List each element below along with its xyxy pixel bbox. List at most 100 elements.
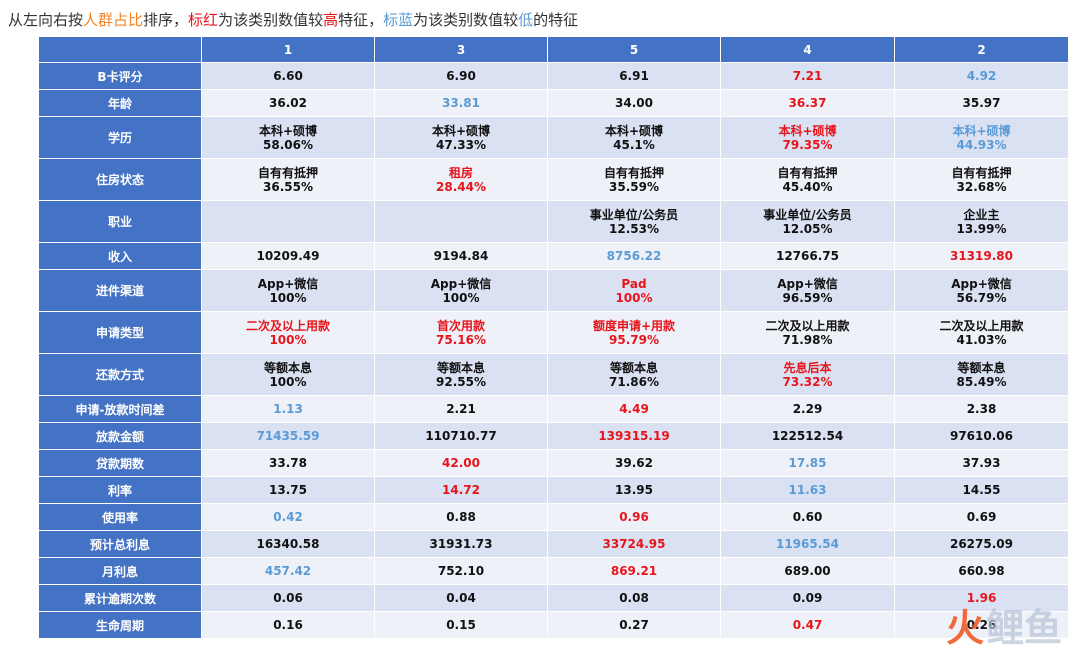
- table-cell: 等额本息 85.49%: [894, 353, 1069, 396]
- cell-value: 1.13: [273, 402, 303, 416]
- table-cell: 7.21: [720, 62, 895, 90]
- cell-value: 本科+硕博: [952, 123, 1011, 138]
- cell-value: 6.60: [273, 69, 303, 83]
- cell-value: 事业单位/公务员: [589, 207, 679, 222]
- table-cell: 689.00: [720, 557, 895, 585]
- cell-percent: 92.55%: [436, 374, 486, 389]
- cell-value: 42.00: [442, 456, 480, 470]
- table-cell: 自有有抵押 35.59%: [547, 158, 721, 201]
- table-cell: 10209.49: [201, 242, 375, 270]
- row-label: 申请-放款时间差: [38, 395, 202, 423]
- table-cell: 0.69: [894, 503, 1069, 531]
- cell-value: App+微信: [951, 276, 1012, 291]
- cell-value: 等额本息: [609, 360, 658, 375]
- cell-value: 36.02: [269, 96, 307, 110]
- table-cell: 33.78: [201, 449, 375, 477]
- cell-value: 0.69: [966, 510, 997, 524]
- cell-value: 0.88: [446, 510, 476, 524]
- cell-percent: 41.03%: [956, 332, 1007, 347]
- table-cell: 等额本息 92.55%: [374, 353, 548, 396]
- cell-percent: 32.68%: [956, 179, 1007, 194]
- table-cell: 先息后本 73.32%: [720, 353, 895, 396]
- table-cell: 16340.58: [201, 530, 375, 558]
- cell-value: 自有有抵押: [257, 165, 318, 180]
- caption-low-word: 低: [518, 11, 534, 29]
- cell-value: 71435.59: [256, 429, 320, 443]
- cell-value: 11965.54: [775, 537, 839, 551]
- table-row: 月利息 457.42 752.10 869.21 689.00 660.98: [38, 557, 1069, 585]
- table-cell: 0.96: [547, 503, 721, 531]
- cell-value: 2.38: [966, 402, 997, 416]
- table-row: 贷款期数 33.78 42.00 39.62 17.85 37.93: [38, 449, 1069, 477]
- column-header: 3: [374, 36, 548, 63]
- cell-percent: 100%: [442, 290, 480, 305]
- table-cell: 2.21: [374, 395, 548, 423]
- table-row: 使用率 0.42 0.88 0.96 0.60 0.69: [38, 503, 1069, 531]
- table-body: B卡评分 6.60 6.90 6.91 7.21 4.92 年龄 36.02 33.81 34.0…: [38, 62, 1069, 639]
- cell-value: 17.85: [788, 456, 827, 470]
- table-cell: 31319.80: [894, 242, 1069, 270]
- table-cell: 14.72: [374, 476, 548, 504]
- table-cell: 26275.09: [894, 530, 1069, 558]
- cell-percent: 47.33%: [436, 137, 486, 152]
- column-header: 2: [894, 36, 1069, 63]
- table-cell: 4.49: [547, 395, 721, 423]
- watermark-text: 火: [945, 606, 984, 650]
- table-cell: 0.88: [374, 503, 548, 531]
- cell-value: 31931.73: [429, 537, 493, 551]
- column-header: 5: [547, 36, 721, 63]
- cell-value: 4.92: [966, 69, 997, 83]
- cell-value: 先息后本: [783, 360, 832, 375]
- cell-percent: 44.93%: [956, 137, 1007, 152]
- cell-percent: 100%: [615, 290, 653, 305]
- cell-value: 13.95: [615, 483, 653, 497]
- table-cell: 本科+硕博 44.93%: [894, 116, 1069, 159]
- cell-value: App+微信: [430, 276, 492, 291]
- cell-value: 0.09: [792, 591, 823, 605]
- cell-percent: 56.79%: [956, 290, 1007, 305]
- cell-percent: 71.86%: [609, 374, 659, 389]
- table-row: 住房状态 自有有抵押 36.55% 租房 28.44% 自有有抵押 35.59% 自有有抵押 4…: [38, 158, 1069, 201]
- table-cell: 31931.73: [374, 530, 548, 558]
- table-cell: 0.47: [720, 611, 895, 639]
- cell-value: 122512.54: [771, 429, 844, 443]
- caption-highlight-ratio: 人群占比: [83, 11, 144, 29]
- caption-blue-label: 标蓝: [383, 11, 414, 29]
- table-cell: 本科+硕博 79.35%: [720, 116, 895, 159]
- cell-value: 二次及以上用款: [939, 318, 1024, 333]
- table-cell: 企业主 13.99%: [894, 200, 1069, 243]
- table-cell: 36.37: [720, 89, 895, 117]
- cell-value: 139315.19: [598, 429, 670, 443]
- table-cell: 0.27: [547, 611, 721, 639]
- table-cell: 14.55: [894, 476, 1069, 504]
- row-label: 生命周期: [38, 611, 202, 639]
- cell-value: 14.55: [962, 483, 1001, 497]
- caption-red-label: 标红: [188, 11, 219, 29]
- cell-value: 0.47: [792, 618, 823, 632]
- table-cell: 33724.95: [547, 530, 721, 558]
- table-cell: 11.63: [720, 476, 895, 504]
- table-cell: 事业单位/公务员 12.05%: [720, 200, 895, 243]
- table-cell: 0.06: [201, 584, 375, 612]
- table-cell: 自有有抵押 36.55%: [201, 158, 375, 201]
- row-label: 进件渠道: [38, 269, 202, 312]
- cell-value: Pad: [621, 276, 647, 291]
- cell-value: 租房: [448, 165, 473, 180]
- cell-value: 34.00: [615, 96, 653, 110]
- watermark-text: 鲤鱼: [985, 606, 1062, 650]
- cell-value: 自有有抵押: [603, 165, 664, 180]
- table-cell: 13.95: [547, 476, 721, 504]
- table-cell: 97610.06: [894, 422, 1069, 450]
- cell-value: 2.21: [446, 402, 476, 416]
- row-label: 累计逾期次数: [38, 584, 202, 612]
- row-label: 申请类型: [38, 311, 202, 354]
- cell-value: 等额本息: [436, 360, 485, 375]
- cell-value: 1.96: [966, 591, 997, 605]
- row-label: 职业: [38, 200, 202, 243]
- table-cell: 等额本息 100%: [201, 353, 375, 396]
- caption-text: 为该类别数值较: [218, 11, 324, 29]
- table-row: 利率 13.75 14.72 13.95 11.63 14.55: [38, 476, 1069, 504]
- cell-value: 等额本息: [263, 360, 312, 375]
- row-label: 还款方式: [38, 353, 202, 396]
- cell-value: 31319.80: [949, 249, 1013, 263]
